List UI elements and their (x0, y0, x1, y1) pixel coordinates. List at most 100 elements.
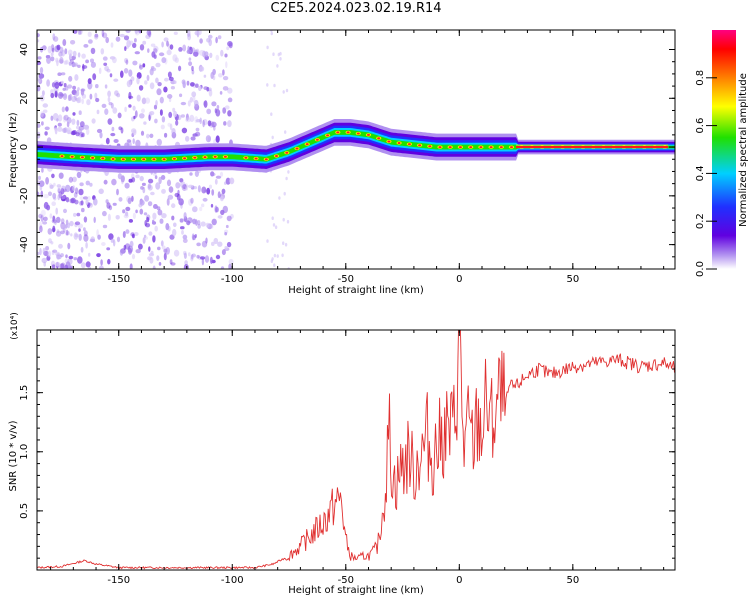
noise-speckle (157, 246, 161, 251)
noise-speckle (188, 57, 192, 61)
noise-speckle (60, 195, 66, 202)
noise-speckle (141, 182, 146, 186)
noise-speckle (225, 61, 228, 69)
ridge-core (132, 158, 135, 161)
noise-speckle (157, 209, 163, 216)
noise-speckle (109, 73, 113, 78)
noise-speckle (54, 90, 58, 98)
noise-speckle (266, 83, 269, 87)
ridge-core (70, 155, 74, 158)
noise-speckle (206, 187, 211, 195)
noise-speckle (190, 197, 194, 204)
noise-speckle (202, 119, 205, 128)
noise-speckle (217, 191, 221, 199)
y-tick-label: 0 (19, 144, 30, 150)
noise-speckle (116, 188, 119, 196)
noise-speckle (46, 79, 50, 87)
noise-speckle (147, 183, 152, 189)
noise-speckle (64, 48, 68, 55)
noise-speckle (228, 258, 234, 265)
noise-speckle (282, 241, 285, 245)
noise-speckle (279, 57, 282, 61)
colorbar-gradient (712, 30, 736, 269)
ridge-core (213, 155, 217, 158)
noise-speckle (57, 122, 62, 127)
noise-speckle (49, 183, 53, 190)
noise-speckle (80, 246, 84, 253)
noise-speckle (214, 108, 218, 114)
noise-speckle (107, 213, 111, 221)
noise-speckle (50, 92, 55, 99)
noise-speckle (199, 38, 203, 44)
noise-speckle (210, 72, 214, 79)
noise-speckle (71, 55, 76, 61)
noise-speckle (143, 212, 148, 216)
noise-speckle (108, 233, 114, 241)
noise-speckle (106, 247, 111, 251)
noise-speckle (38, 175, 41, 181)
noise-speckle (125, 229, 130, 234)
colorbar-tick-label: 0.2 (695, 213, 706, 229)
noise-speckle (60, 49, 66, 57)
noise-speckle (205, 237, 208, 244)
noise-speckle (48, 191, 52, 197)
noise-speckle (270, 30, 273, 33)
noise-speckle (179, 178, 184, 183)
noise-speckle (44, 126, 50, 131)
noise-speckle (273, 253, 277, 258)
noise-speckle (226, 241, 232, 248)
noise-speckle (199, 256, 206, 260)
noise-speckle (187, 100, 191, 107)
noise-speckle (161, 116, 166, 123)
noise-speckle (199, 66, 205, 72)
noise-speckle (169, 259, 173, 265)
noise-speckle (83, 216, 88, 223)
noise-speckle (56, 253, 61, 260)
x-tick-label: -100 (221, 575, 244, 586)
noise-speckle (214, 178, 218, 185)
noise-speckle (52, 192, 57, 200)
noise-speckle (272, 223, 276, 227)
noise-speckle (70, 233, 73, 237)
noise-speckle (131, 116, 135, 122)
noise-speckle (211, 101, 217, 107)
ridge-band (37, 128, 675, 164)
noise-speckle (41, 257, 48, 264)
noise-speckle (50, 56, 55, 62)
noise-speckle (222, 205, 228, 214)
noise-speckle (166, 40, 169, 47)
noise-speckle (156, 88, 162, 96)
noise-speckle (65, 254, 68, 259)
noise-speckle (102, 56, 108, 61)
noise-speckle (83, 124, 90, 130)
noise-speckle (128, 219, 133, 223)
noise-speckle (144, 80, 148, 85)
noise-speckle (104, 65, 109, 72)
noise-speckle (217, 241, 223, 247)
noise-speckle (55, 216, 61, 223)
noise-speckle (228, 263, 232, 269)
noise-speckle (204, 51, 209, 57)
noise-speckle (87, 78, 92, 85)
noise-speckle (142, 40, 147, 45)
noise-speckle (192, 218, 197, 225)
ridge-core (377, 137, 381, 140)
noise-speckle (72, 63, 77, 67)
noise-speckle (146, 133, 150, 139)
noise-speckle (68, 176, 74, 183)
noise-speckle (92, 73, 97, 81)
noise-speckle (276, 64, 279, 68)
ridge-core (264, 158, 268, 161)
noise-speckle (201, 186, 207, 194)
noise-speckle (122, 209, 126, 214)
noise-speckle (167, 94, 173, 99)
noise-speckle (46, 56, 51, 64)
noise-speckle (139, 44, 145, 51)
noise-speckle (56, 118, 59, 122)
noise-speckle (49, 184, 54, 189)
noise-speckle (153, 45, 159, 53)
noise-speckle (188, 198, 193, 206)
noise-speckle (80, 133, 84, 138)
noise-speckle (39, 67, 44, 74)
noise-speckle (113, 139, 119, 143)
